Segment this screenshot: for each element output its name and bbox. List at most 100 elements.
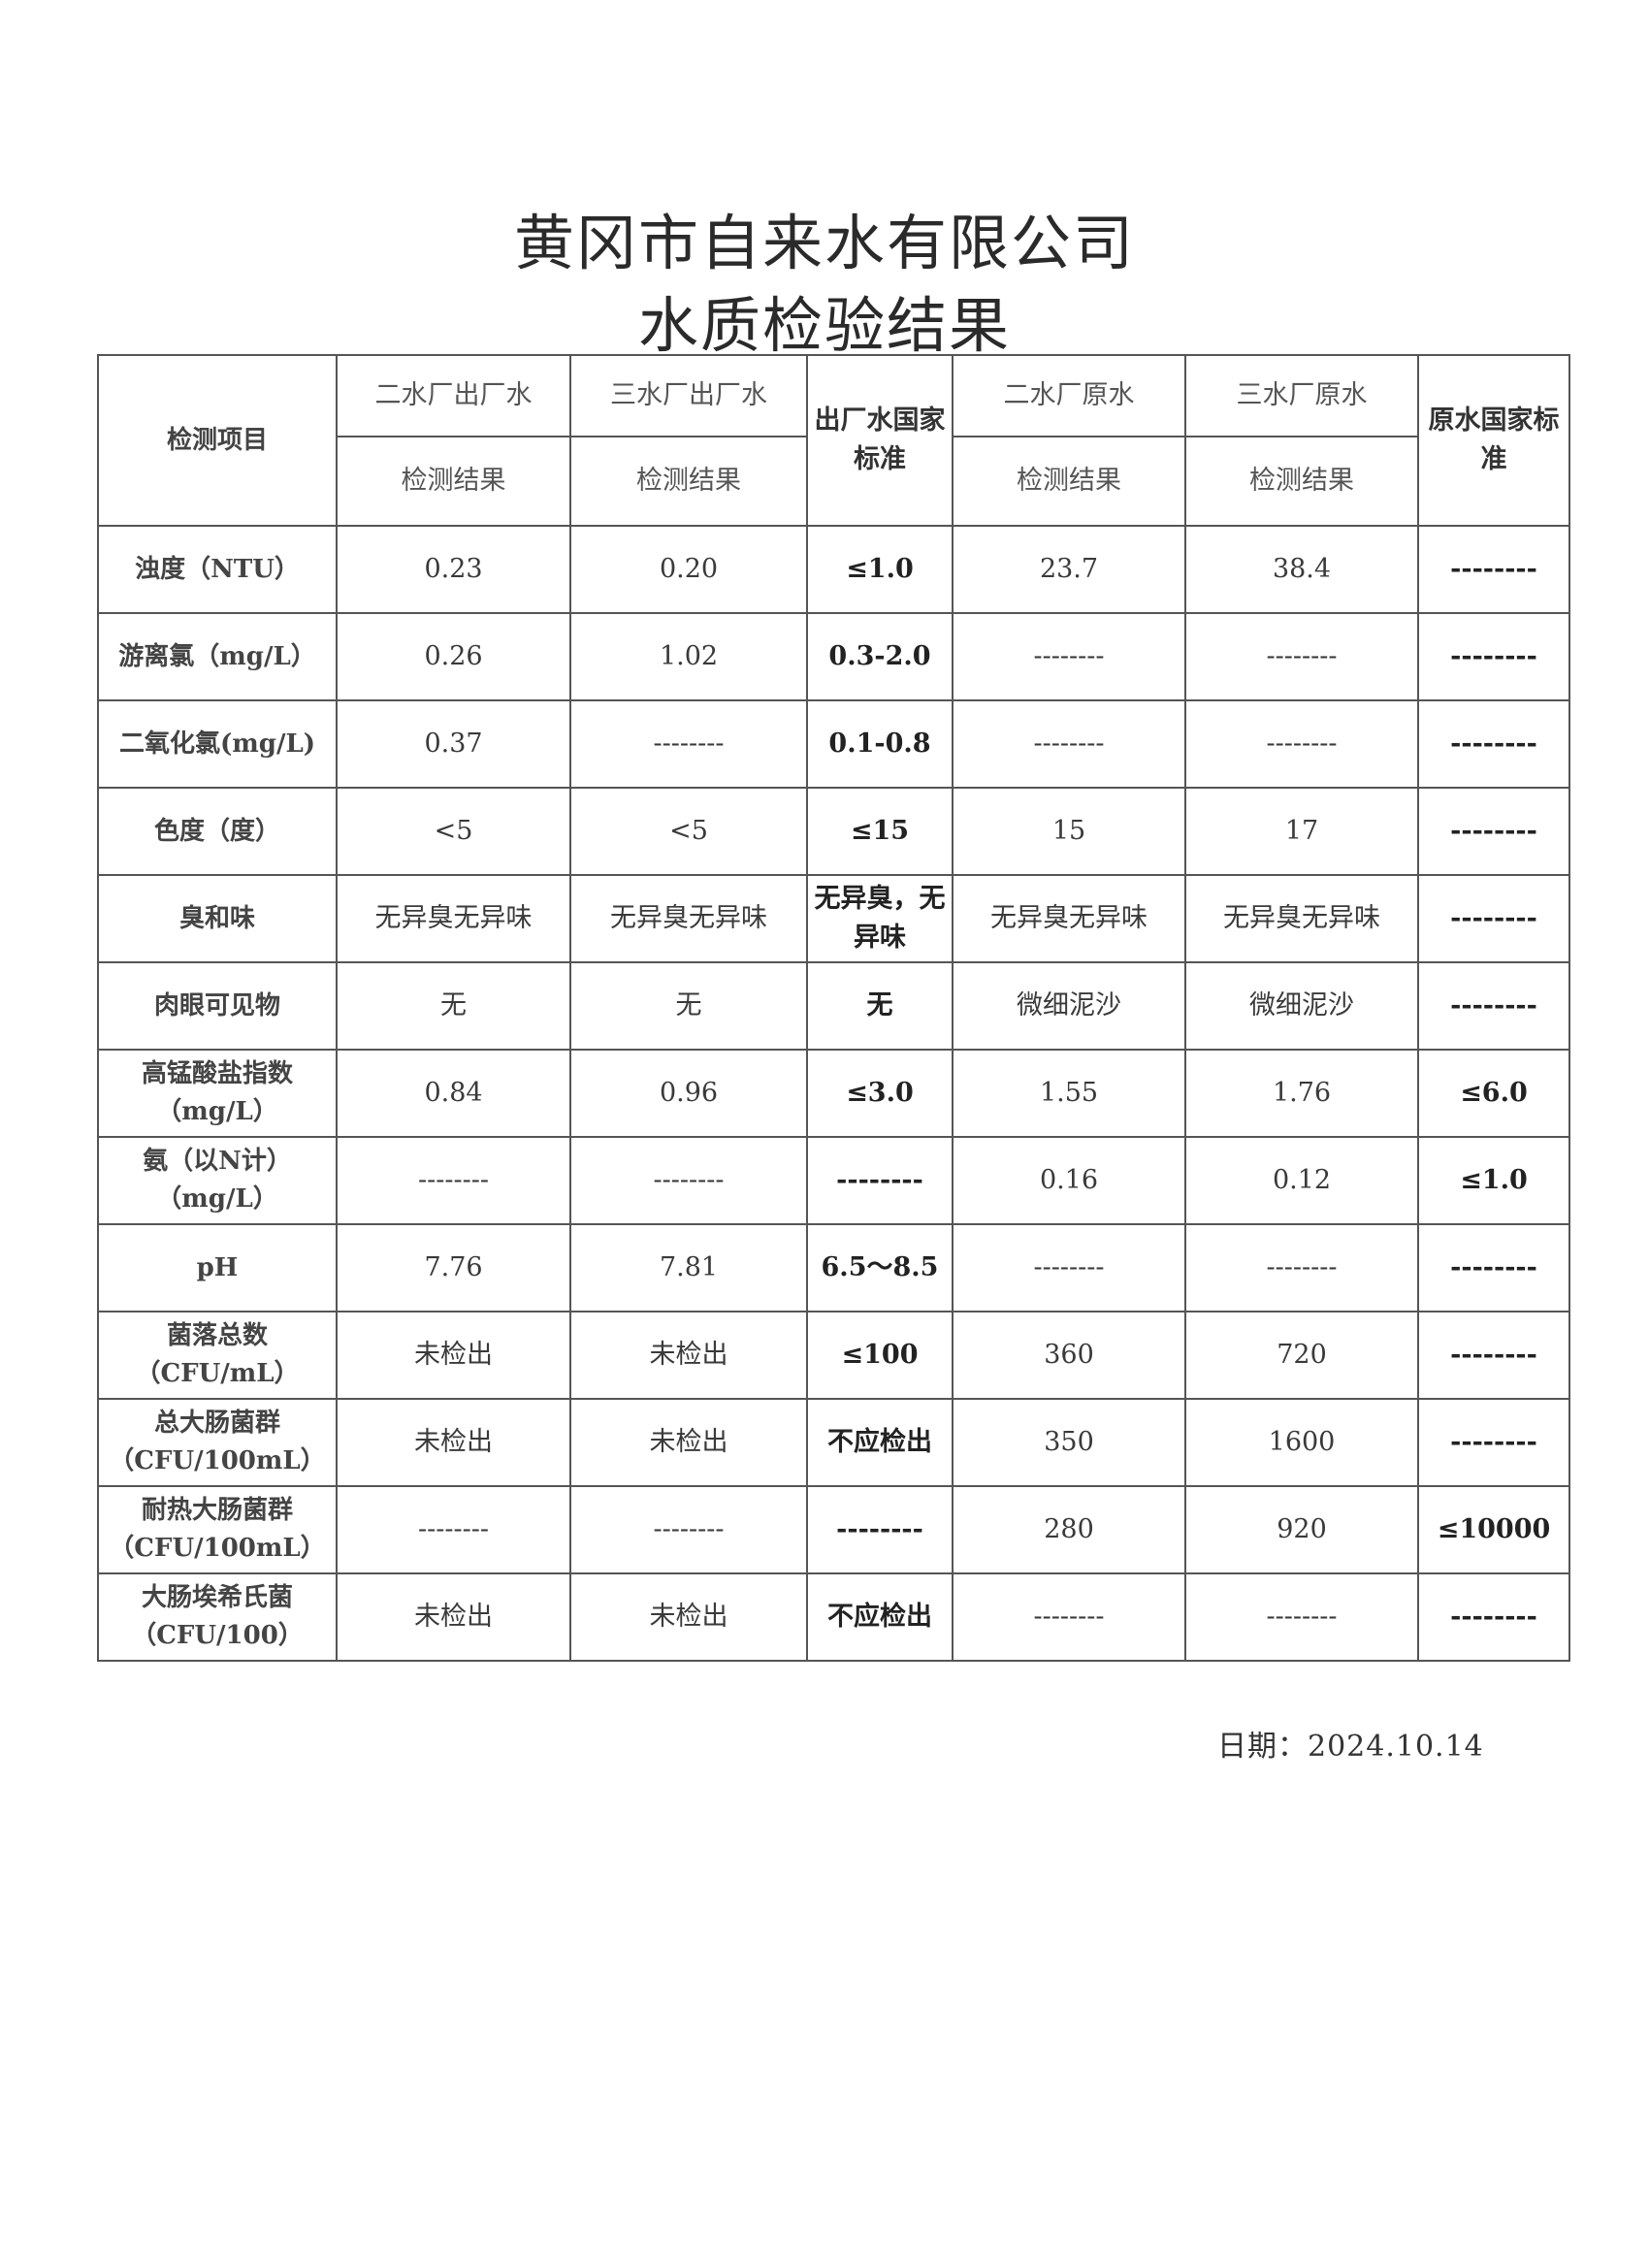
cell-value: -------- <box>1417 612 1570 701</box>
table-row: 色度（度） <5 <5 ≤15 15 17 -------- <box>97 787 1570 876</box>
cell-value: 350 <box>952 1398 1186 1487</box>
cell-value: ≤1.0 <box>1417 1136 1570 1225</box>
cell-value: -------- <box>1417 699 1570 789</box>
cell-value: 23.7 <box>952 525 1186 614</box>
cell-value: 15 <box>952 787 1186 876</box>
row-item-label: 耐热大肠菌群（CFU/100mL） <box>97 1485 338 1574</box>
cell-value: 0.23 <box>336 525 571 614</box>
header-sub: 检测结果 <box>1184 436 1419 527</box>
report-title: 水质检验结果 <box>637 290 1011 361</box>
cell-value: 无异臭，无异味 <box>806 874 954 963</box>
table-row: 总大肠菌群（CFU/100mL） 未检出 未检出 不应检出 350 1600 -------… <box>97 1398 1570 1487</box>
cell-value: 未检出 <box>569 1311 808 1400</box>
row-item-label: 二氧化氯(mg/L) <box>97 699 338 789</box>
cell-value: 920 <box>1184 1485 1419 1574</box>
cell-value: 17 <box>1184 787 1419 876</box>
row-item-label: pH <box>97 1223 338 1312</box>
cell-value: 无 <box>569 961 808 1051</box>
row-item-label: 总大肠菌群（CFU/100mL） <box>97 1398 338 1487</box>
cell-value: ≤1.0 <box>806 525 954 614</box>
cell-value: 1.76 <box>1184 1049 1419 1138</box>
header-item: 检测项目 <box>97 354 338 527</box>
header-sub: 检测结果 <box>952 436 1186 527</box>
cell-value: -------- <box>1417 961 1570 1051</box>
cell-value: 无异臭无异味 <box>569 874 808 963</box>
row-item-label: 肉眼可见物 <box>97 961 338 1051</box>
cell-value: 7.76 <box>336 1223 571 1312</box>
cell-value: 0.26 <box>336 612 571 701</box>
cell-value: 720 <box>1184 1311 1419 1400</box>
row-item-label: 菌落总数（CFU/mL） <box>97 1311 338 1400</box>
cell-value: 未检出 <box>336 1311 571 1400</box>
cell-value: -------- <box>952 612 1186 701</box>
cell-value: 38.4 <box>1184 525 1419 614</box>
row-item-label: 大肠埃希氏菌（CFU/100） <box>97 1572 338 1662</box>
table-row: 游离氯（mg/L） 0.26 1.02 0.3-2.0 -------- --------… <box>97 612 1570 701</box>
cell-value: 360 <box>952 1311 1186 1400</box>
cell-value: -------- <box>1184 699 1419 789</box>
cell-value: 无异臭无异味 <box>1184 874 1419 963</box>
table-row: 浊度（NTU） 0.23 0.20 ≤1.0 23.7 38.4 -------- <box>97 525 1570 614</box>
cell-value: ≤6.0 <box>1417 1049 1570 1138</box>
cell-value: 0.16 <box>952 1136 1186 1225</box>
table-row: 氨（以N计）（mg/L） -------- -------- -------- 0.16… <box>97 1136 1570 1225</box>
cell-value: 1.02 <box>569 612 808 701</box>
report-date: 日期：2024.10.14 <box>1217 1730 1484 1764</box>
cell-value: -------- <box>806 1136 954 1225</box>
cell-value: -------- <box>336 1136 571 1225</box>
cell-value: 无异臭无异味 <box>336 874 571 963</box>
header-sub: 检测结果 <box>336 436 571 527</box>
table-row: 大肠埃希氏菌（CFU/100） 未检出 未检出 不应检出 -------- -------… <box>97 1572 1570 1662</box>
cell-value: ≤3.0 <box>806 1049 954 1138</box>
header-group: 二水厂出厂水 <box>336 354 571 437</box>
row-item-label: 高锰酸盐指数（mg/L） <box>97 1049 338 1138</box>
company-title: 黄冈市自来水有限公司 <box>513 208 1135 278</box>
cell-value: -------- <box>1184 1223 1419 1312</box>
cell-value: -------- <box>806 1485 954 1574</box>
row-item-label: 臭和味 <box>97 874 338 963</box>
header-group: 出厂水国家标准 <box>806 354 954 527</box>
row-item-label: 氨（以N计）（mg/L） <box>97 1136 338 1225</box>
cell-value: -------- <box>569 1136 808 1225</box>
cell-value: -------- <box>569 699 808 789</box>
table-row: 肉眼可见物无无无微细泥沙 微细泥沙 -------- <box>97 961 1570 1051</box>
cell-value: 280 <box>952 1485 1186 1574</box>
cell-value: 0.1-0.8 <box>806 699 954 789</box>
header-group: 原水国家标准 <box>1417 354 1570 527</box>
table-row: 臭和味 无异臭无异味 无异臭无异味 无异臭，无异味 无异臭无异味 无异臭无异味 ------… <box>97 874 1570 963</box>
cell-value: -------- <box>1417 1398 1570 1487</box>
row-item-label: 游离氯（mg/L） <box>97 612 338 701</box>
cell-value: -------- <box>952 1572 1186 1662</box>
cell-value: 0.20 <box>569 525 808 614</box>
cell-value: -------- <box>1417 1572 1570 1662</box>
table-row: 二氧化氯(mg/L) 0.37 -------- 0.1-0.8 -------- ---… <box>97 699 1570 789</box>
header-sub: 检测结果 <box>569 436 808 527</box>
cell-value: 微细泥沙 <box>952 961 1186 1051</box>
cell-value: -------- <box>1184 612 1419 701</box>
water-quality-table: 检测项目 二水厂出厂水 三水厂出厂水 出厂水国家标准 二水厂原水 三水厂原水 原… <box>97 354 1570 1662</box>
cell-value: -------- <box>1417 525 1570 614</box>
table-row: pH 7.76 7.81 6.5～8.5 -------- -------- -------… <box>97 1223 1570 1312</box>
cell-value: 微细泥沙 <box>1184 961 1419 1051</box>
header-group: 三水厂原水 <box>1184 354 1419 437</box>
cell-value: 7.81 <box>569 1223 808 1312</box>
cell-value: 1600 <box>1184 1398 1419 1487</box>
cell-value: <5 <box>336 787 571 876</box>
header-group: 二水厂原水 <box>952 354 1186 437</box>
cell-value: -------- <box>1417 1311 1570 1400</box>
cell-value: 未检出 <box>336 1398 571 1487</box>
cell-value: 无异臭无异味 <box>952 874 1186 963</box>
cell-value: 0.3-2.0 <box>806 612 954 701</box>
cell-value: -------- <box>952 1223 1186 1312</box>
cell-value: ≤15 <box>806 787 954 876</box>
cell-value: -------- <box>1417 1223 1570 1312</box>
cell-value: 0.37 <box>336 699 571 789</box>
cell-value: -------- <box>569 1485 808 1574</box>
cell-value: ≤10000 <box>1417 1485 1570 1574</box>
cell-value: 未检出 <box>336 1572 571 1662</box>
cell-value: 0.84 <box>336 1049 571 1138</box>
row-item-label: 浊度（NTU） <box>97 525 338 614</box>
cell-value: -------- <box>1417 787 1570 876</box>
cell-value: 不应检出 <box>806 1572 954 1662</box>
cell-value: 0.96 <box>569 1049 808 1138</box>
